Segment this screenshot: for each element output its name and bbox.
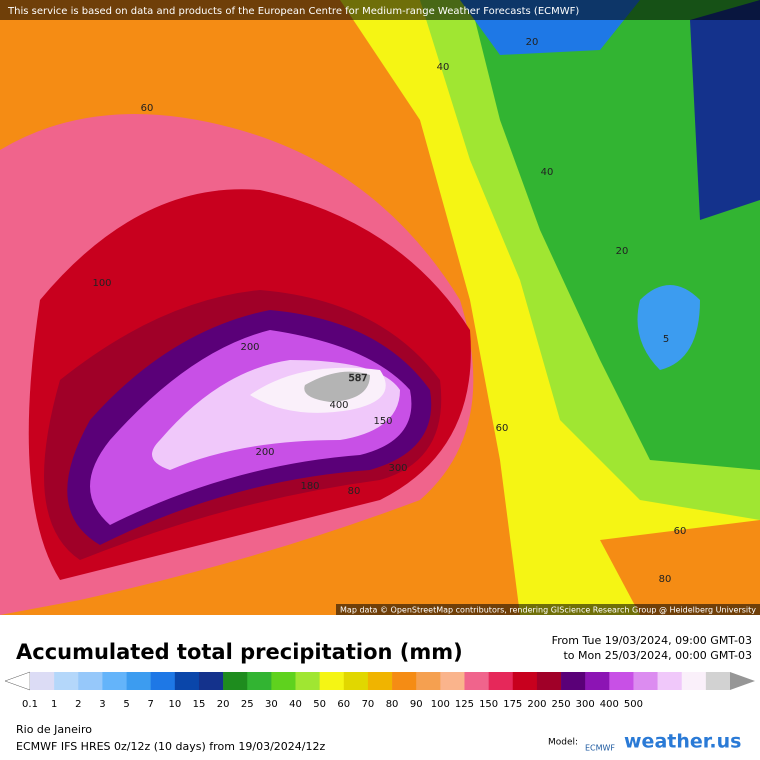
legend-swatch bbox=[343, 672, 369, 690]
attribution-bg bbox=[336, 604, 760, 615]
legend-label: 1 bbox=[51, 699, 57, 710]
legend-label: 200 bbox=[527, 699, 546, 710]
legend-swatch bbox=[536, 672, 562, 690]
brand: weather.us bbox=[624, 731, 741, 753]
legend-swatch bbox=[54, 672, 79, 690]
contour-label: 150 bbox=[373, 416, 392, 427]
contour-label: 60 bbox=[141, 103, 154, 114]
legend-swatch bbox=[174, 672, 200, 690]
legend-label: 15 bbox=[193, 699, 206, 710]
contour-label: 200 bbox=[255, 447, 274, 458]
legend-label: 90 bbox=[410, 699, 423, 710]
contour-label: 20 bbox=[616, 246, 629, 257]
contour-label: 587 bbox=[348, 373, 367, 384]
legend-label: 80 bbox=[386, 699, 399, 710]
legend-label: 400 bbox=[600, 699, 619, 710]
legend-swatch bbox=[247, 672, 272, 690]
legend-swatch bbox=[198, 672, 224, 690]
legend-swatch bbox=[561, 672, 586, 690]
legend-swatch bbox=[319, 672, 345, 690]
period-start: From Tue 19/03/2024, 09:00 GMT-03 bbox=[552, 634, 752, 647]
legend-swatch bbox=[464, 672, 489, 690]
contour-label: 80 bbox=[659, 574, 672, 585]
legend-swatch bbox=[295, 672, 320, 690]
model-label: Model: bbox=[548, 738, 578, 748]
legend-swatch bbox=[633, 672, 658, 690]
contour-label: 400 bbox=[329, 400, 348, 411]
legend-label: 250 bbox=[551, 699, 570, 710]
contour-label: 5 bbox=[663, 334, 669, 345]
field-orange2 bbox=[600, 520, 760, 615]
legend-label: 3 bbox=[99, 699, 105, 710]
legend-label: 25 bbox=[241, 699, 254, 710]
field-grey bbox=[304, 371, 370, 402]
banner: This service is based on data and produc… bbox=[7, 6, 579, 17]
legend-label: 50 bbox=[313, 699, 326, 710]
legend-label: 10 bbox=[168, 699, 181, 710]
legend-swatch bbox=[705, 672, 731, 690]
legend-label: 40 bbox=[289, 699, 302, 710]
legend-swatch bbox=[30, 672, 55, 690]
contour-label: 40 bbox=[541, 167, 554, 178]
contour-label: 60 bbox=[496, 423, 509, 434]
legend-swatch bbox=[150, 672, 176, 690]
model-info: ECMWF IFS HRES 0z/12z (10 days) from 19/… bbox=[16, 740, 326, 753]
contour-label: 80 bbox=[348, 486, 361, 497]
logo: ECMWF bbox=[585, 744, 615, 753]
contour-label: 100 bbox=[92, 278, 111, 289]
legend-label: 500 bbox=[624, 699, 643, 710]
contour-label: 60 bbox=[674, 526, 687, 537]
legend-swatch bbox=[512, 672, 538, 690]
contour-label: 200 bbox=[240, 342, 259, 353]
legend-swatch bbox=[681, 672, 707, 690]
legend-label: 5 bbox=[123, 699, 129, 710]
contour-label: 40 bbox=[437, 62, 450, 73]
field-green bbox=[470, 0, 760, 470]
legend-label: 300 bbox=[576, 699, 595, 710]
legend-label: 100 bbox=[431, 699, 450, 710]
attribution: Map data © OpenStreetMap contributors, r… bbox=[340, 606, 756, 615]
legend-swatch bbox=[271, 672, 296, 690]
period-end: to Mon 25/03/2024, 00:00 GMT-03 bbox=[563, 649, 752, 662]
legend-swatch bbox=[488, 672, 514, 690]
map bbox=[0, 0, 760, 615]
legend-label: 60 bbox=[337, 699, 350, 710]
legend-label: 20 bbox=[217, 699, 230, 710]
legend-label: 2 bbox=[75, 699, 81, 710]
legend-swatch bbox=[102, 672, 127, 690]
location: Rio de Janeiro bbox=[16, 723, 92, 736]
legend-swatch bbox=[657, 672, 683, 690]
legend-arrow-left bbox=[4, 671, 31, 691]
legend-swatch bbox=[609, 672, 634, 690]
legend-swatch bbox=[367, 672, 393, 690]
legend-label: 70 bbox=[362, 699, 375, 710]
field-darkblue bbox=[690, 0, 760, 220]
contour-label: 20 bbox=[526, 37, 539, 48]
legend-arrow-right bbox=[730, 672, 755, 690]
legend-label: 175 bbox=[503, 699, 522, 710]
banner-bg bbox=[0, 0, 760, 20]
legend-swatch bbox=[78, 672, 103, 690]
legend-label: 7 bbox=[148, 699, 154, 710]
legend-swatch bbox=[223, 672, 248, 690]
legend-label: 150 bbox=[479, 699, 498, 710]
legend-label: 0.1 bbox=[22, 699, 38, 710]
field-blue2 bbox=[637, 285, 700, 370]
legend-swatch bbox=[440, 672, 465, 690]
legend-label: 125 bbox=[455, 699, 474, 710]
contour-label: 180 bbox=[300, 481, 319, 492]
legend-swatch bbox=[392, 672, 417, 690]
contour-label: 300 bbox=[388, 463, 407, 474]
legend-label: 30 bbox=[265, 699, 278, 710]
title: Accumulated total precipitation (mm) bbox=[16, 640, 463, 664]
legend-swatch bbox=[126, 672, 151, 690]
legend-swatch bbox=[416, 672, 441, 690]
legend-swatch bbox=[585, 672, 610, 690]
